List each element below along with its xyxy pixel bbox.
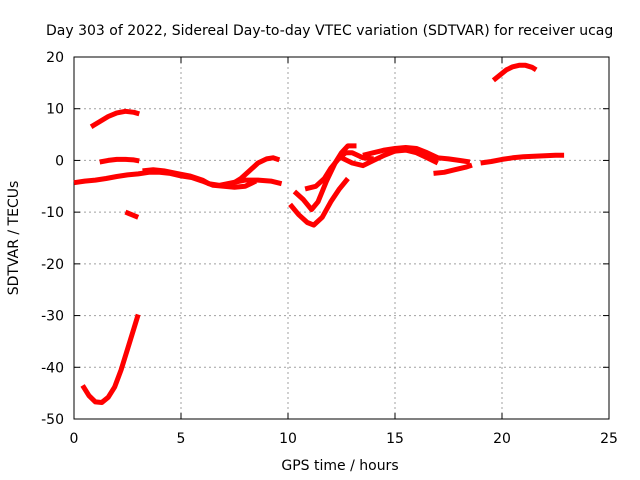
series-arc-upper (89, 108, 141, 129)
grid-lines (74, 57, 609, 419)
y-tick-label: 0 (55, 153, 64, 169)
data-series (73, 62, 565, 405)
y-tick-label: 10 (46, 102, 64, 118)
x-tick-label: 10 (279, 431, 297, 447)
x-tick-label: 0 (70, 431, 79, 447)
axis-ticks (73, 56, 610, 420)
chart-title: Day 303 of 2022, Sidereal Day-to-day VTE… (46, 23, 613, 39)
y-tick-label: -30 (41, 309, 64, 325)
series-arc-late-low (433, 162, 473, 176)
series-arc-dip-11-c (304, 150, 374, 192)
series-arc-mid-15 (340, 147, 439, 169)
y-tick-label: -50 (41, 412, 64, 428)
series-arc-deep-dip (80, 313, 141, 405)
series-arc-near-zero (99, 156, 140, 165)
x-tick-label: 5 (177, 431, 186, 447)
x-tick-label: 20 (493, 431, 511, 447)
series-arc-dip-11-b (292, 143, 357, 213)
series-arc-dip-11-a (288, 176, 350, 228)
y-tick-labels: -50 -40 -30 -20 -10 0 10 20 (41, 50, 64, 428)
x-tick-labels: 0 5 10 15 20 25 (70, 431, 618, 447)
y-tick-label: 20 (46, 50, 64, 66)
y-tick-label: -10 (41, 205, 64, 221)
series-arc-baseline-b (142, 167, 283, 188)
x-axis-label: GPS time / hours (281, 458, 398, 474)
x-tick-label: 15 (386, 431, 404, 447)
series-arc-mid-15-b (362, 145, 471, 165)
series-arc-hump-9 (231, 155, 281, 186)
plot-frame (73, 56, 610, 420)
x-tick-label: 25 (600, 431, 618, 447)
y-axis-label: SDTVAR / TECUs (6, 181, 22, 296)
series-arc-short-neg (124, 209, 140, 220)
series-arc-late-flat (480, 152, 565, 166)
y-tick-label: -20 (41, 257, 64, 273)
y-tick-label: -40 (41, 360, 64, 376)
series-arc-late-high (491, 62, 538, 83)
